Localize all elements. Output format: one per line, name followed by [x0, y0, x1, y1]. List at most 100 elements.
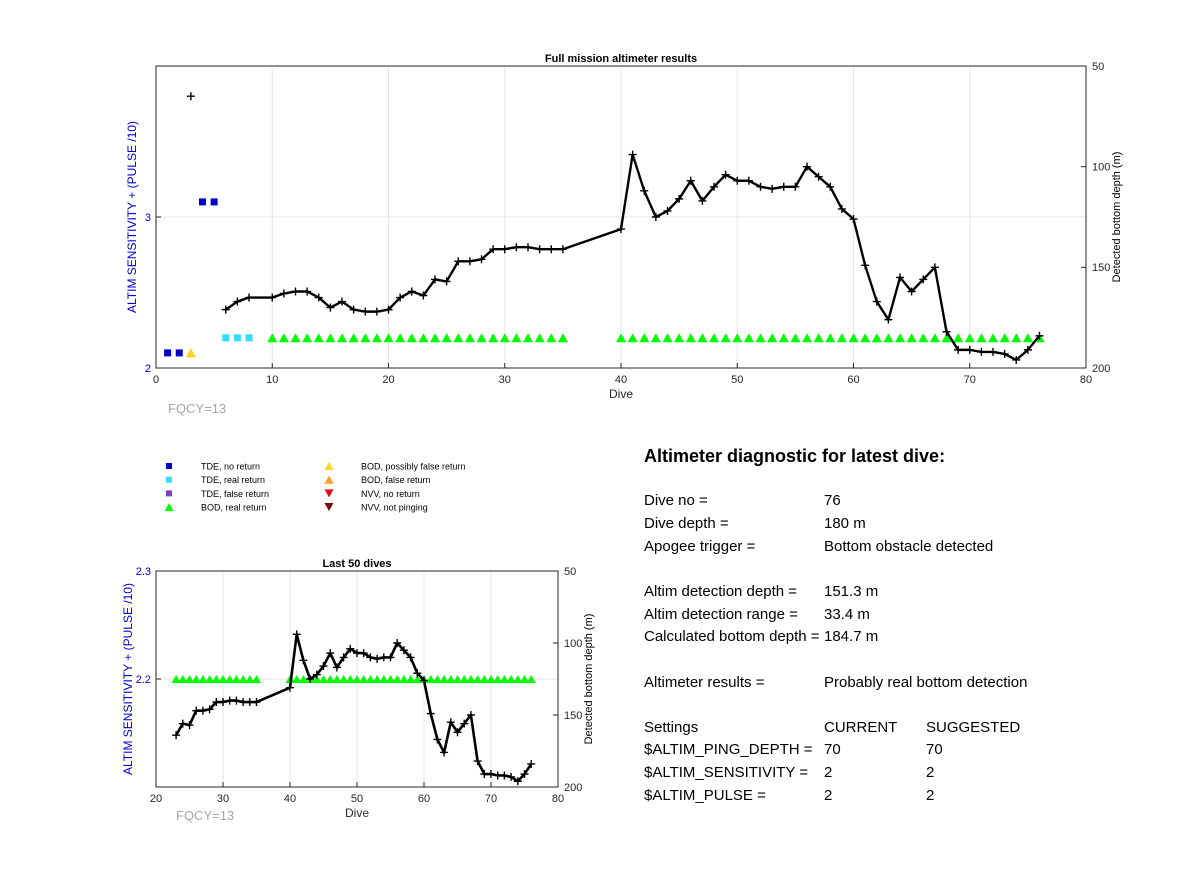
bod-real-return-marker	[918, 333, 929, 343]
full-mission-chart: 0 10 20 30 40 50 60 70 80 2 3 50 100 150 200 Full missi…	[125, 53, 1123, 416]
bod-real-return-marker	[486, 674, 496, 684]
y-right-axis-label: Detected bottom depth (m)	[1111, 152, 1123, 283]
depth-point	[814, 172, 823, 181]
bod-marker	[185, 348, 196, 358]
bod-real-return-marker	[352, 674, 362, 684]
legend-marker	[324, 461, 334, 471]
x-tick-label: 30	[499, 374, 511, 386]
x-tick-label: 40	[615, 374, 627, 386]
depth-point	[413, 669, 422, 678]
depth-point	[1012, 355, 1021, 364]
depth-point	[861, 261, 870, 270]
setting-suggested: 2	[926, 764, 935, 781]
depth-point	[919, 275, 928, 284]
depth-point	[440, 748, 449, 757]
depth-point	[520, 770, 529, 779]
bod-real-return-marker	[493, 674, 503, 684]
y-left-tick-label: 2.3	[136, 566, 151, 578]
bod-real-return-marker	[534, 333, 545, 343]
x-tick-label: 0	[153, 374, 159, 386]
bod-real-return-marker	[929, 333, 940, 343]
bod-real-return-marker	[365, 674, 375, 684]
bod-real-return-marker	[743, 333, 754, 343]
bod-real-return-marker	[674, 333, 685, 343]
depth-point	[493, 771, 502, 780]
depth-point	[500, 771, 509, 780]
bod-real-return-marker	[319, 674, 328, 684]
depth-point	[791, 182, 800, 191]
depth-point	[319, 662, 328, 671]
y-right-tick-label: 50	[564, 566, 576, 578]
depth-point	[245, 698, 254, 707]
depth-point	[205, 705, 214, 714]
depth-point	[617, 225, 625, 234]
depth-point	[245, 293, 253, 302]
depth-point	[399, 646, 408, 655]
depth-point	[326, 303, 335, 312]
bod-real-return-marker	[499, 333, 510, 343]
depth-point	[527, 759, 536, 768]
bod-real-return-marker	[499, 674, 509, 684]
depth-point	[884, 315, 893, 324]
depth-point	[744, 176, 753, 185]
diagnostic-title: Altimeter diagnostic for latest dive:	[644, 446, 946, 466]
legend-marker	[324, 475, 334, 484]
marker-legend: TDE, no return TDE, real return TDE, false…	[164, 461, 466, 513]
bod-real-return-marker	[466, 674, 476, 684]
x-tick-label: 20	[150, 793, 162, 805]
setting-current: 2	[824, 787, 833, 804]
bod-real-return-marker	[418, 333, 429, 343]
bod-real-return-marker	[345, 674, 355, 684]
y-right-axis-label: Detected bottom depth (m)	[583, 614, 595, 745]
depth-point	[346, 644, 355, 653]
depth-point	[675, 194, 684, 203]
depth-point	[185, 721, 194, 730]
apogee-trigger-label: Apogee trigger =	[644, 538, 756, 555]
y-left-axis-label: ALTIM SENSITIVITY + (PULSE /10)	[125, 121, 139, 313]
depth-point	[524, 243, 532, 252]
bod-real-return-marker	[325, 333, 336, 343]
depth-point	[372, 307, 381, 316]
depth-point	[466, 711, 475, 719]
bod-real-return-marker	[506, 674, 516, 684]
bod-real-return-marker	[205, 674, 215, 684]
y-right-tick-label: 50	[1092, 61, 1104, 73]
bod-real-return-marker	[278, 333, 289, 343]
tde-marker	[233, 334, 241, 342]
bod-real-return-marker	[860, 333, 871, 343]
bod-real-return-marker	[302, 333, 313, 343]
depth-point	[279, 289, 288, 298]
setting-name: $ALTIM_PULSE =	[644, 787, 766, 804]
depth-point	[547, 245, 556, 254]
y-left-tick-label: 2	[145, 363, 151, 375]
depth-point	[628, 150, 637, 159]
bod-real-return-marker	[941, 333, 952, 343]
bod-real-return-marker	[790, 333, 801, 343]
depth-point	[178, 719, 187, 728]
bod-real-return-marker	[999, 333, 1010, 343]
depth-point	[306, 675, 315, 683]
depth-point	[477, 255, 486, 264]
dive-depth-value: 180 m	[824, 515, 866, 532]
x-tick-label: 20	[382, 374, 394, 386]
depth-point	[366, 653, 375, 662]
depth-point	[232, 696, 241, 705]
depth-point	[686, 176, 695, 185]
legend-marker	[324, 503, 334, 512]
bod-real-return-marker	[616, 333, 626, 343]
depth-point	[361, 307, 370, 316]
depth-point	[299, 656, 308, 665]
depth-point	[907, 287, 916, 296]
x-axis-label: Dive	[609, 387, 633, 401]
bod-real-return-marker	[755, 333, 766, 343]
bod-real-return-marker	[430, 333, 440, 343]
bod-real-return-marker	[399, 674, 409, 684]
bod-real-return-marker	[360, 333, 371, 343]
bod-real-return-marker	[383, 333, 394, 343]
legend-label: NVV, no return	[361, 489, 420, 499]
bod-real-return-marker	[964, 333, 975, 343]
bod-real-return-marker	[292, 674, 302, 684]
bod-real-return-marker	[312, 674, 322, 684]
bod-real-return-marker	[802, 333, 812, 343]
depth-point	[353, 649, 361, 658]
